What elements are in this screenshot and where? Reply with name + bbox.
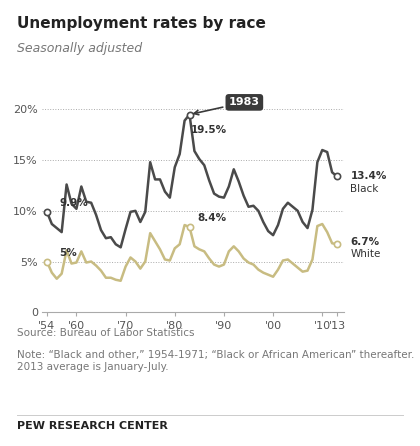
Text: 19.5%: 19.5% bbox=[191, 125, 227, 135]
Text: 1983: 1983 bbox=[194, 97, 260, 115]
Text: Seasonally adjusted: Seasonally adjusted bbox=[17, 42, 142, 55]
Text: White: White bbox=[350, 249, 381, 259]
Text: 5%: 5% bbox=[59, 248, 77, 259]
Text: Unemployment rates by race: Unemployment rates by race bbox=[17, 16, 266, 31]
Text: PEW RESEARCH CENTER: PEW RESEARCH CENTER bbox=[17, 421, 168, 431]
Text: 13.4%: 13.4% bbox=[350, 171, 387, 182]
Text: Note: “Black and other,” 1954-1971; “Black or African American” thereafter.
2013: Note: “Black and other,” 1954-1971; “Bla… bbox=[17, 350, 414, 372]
Text: Source: Bureau of Labor Statistics: Source: Bureau of Labor Statistics bbox=[17, 328, 194, 338]
Text: 8.4%: 8.4% bbox=[197, 213, 226, 223]
Text: Black: Black bbox=[350, 184, 379, 194]
Text: 6.7%: 6.7% bbox=[350, 237, 380, 247]
Text: 9.9%: 9.9% bbox=[59, 198, 88, 208]
